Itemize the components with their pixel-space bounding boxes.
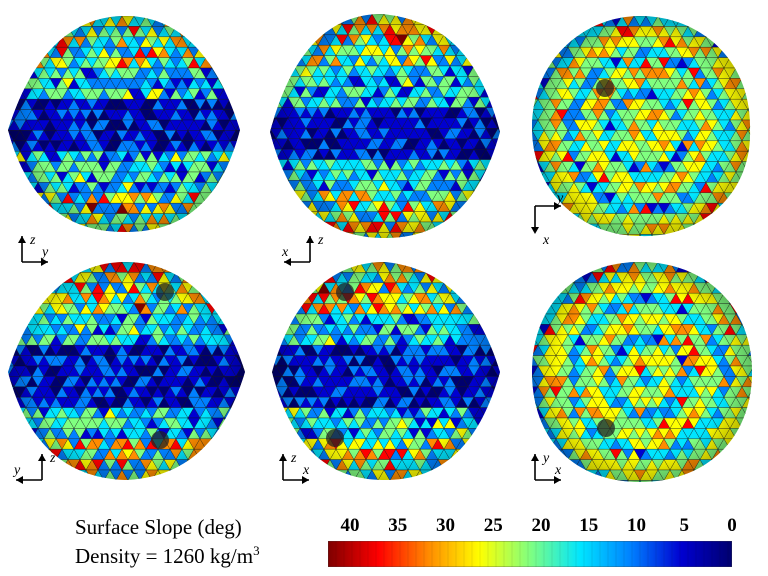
colorbar-tick-label: 20 bbox=[531, 515, 551, 536]
axis-label: z bbox=[317, 233, 324, 248]
colorbar-tick-label: 30 bbox=[436, 515, 455, 536]
asteroid-view-v4 bbox=[8, 262, 245, 480]
axis-label: z bbox=[290, 451, 297, 466]
colorbar-tick-labels: 40 35 30 25 20 15 10 5 0 bbox=[328, 515, 748, 537]
axis-label: x bbox=[554, 463, 562, 478]
asteroid-view-v5 bbox=[272, 262, 500, 480]
boulder-mesh-patch bbox=[336, 283, 354, 301]
colorbar-tick-label: 0 bbox=[727, 515, 737, 536]
asteroid-view-v1 bbox=[8, 16, 240, 232]
boulder-mesh-patch bbox=[151, 431, 169, 449]
asteroid-view-v2 bbox=[270, 14, 500, 238]
colorbar-tick-label: 15 bbox=[579, 515, 599, 536]
boulder-mesh-patch bbox=[597, 419, 615, 437]
axis-label: z bbox=[29, 233, 36, 248]
axis-label: z bbox=[49, 451, 56, 466]
boulder-mesh-patch bbox=[326, 429, 344, 447]
axis-label: y bbox=[555, 191, 564, 206]
surface-slope-label: Surface Slope (deg) bbox=[75, 515, 242, 539]
axis-label: y bbox=[541, 451, 550, 466]
colorbar-tick-label: 5 bbox=[679, 515, 690, 536]
boulder-mesh-patch bbox=[596, 79, 614, 97]
axis-label: x bbox=[542, 233, 550, 248]
colorbar-tick-label: 10 bbox=[627, 515, 646, 536]
axis-label: x bbox=[281, 245, 289, 260]
asteroid-view-v6 bbox=[532, 262, 752, 482]
colorbar-tick-label: 40 bbox=[340, 515, 360, 536]
colorbar bbox=[328, 541, 732, 567]
asteroid-view-v3 bbox=[532, 16, 751, 237]
colorbar-tick-label: 25 bbox=[483, 515, 503, 536]
density-label: Density = 1260 kg/m3 bbox=[75, 543, 260, 568]
boulder-mesh-patch bbox=[156, 283, 174, 301]
colorbar-tick-label: 35 bbox=[388, 515, 408, 536]
axis-label: y bbox=[12, 463, 21, 478]
axis-label: y bbox=[40, 245, 49, 260]
axis-label: x bbox=[302, 463, 310, 478]
